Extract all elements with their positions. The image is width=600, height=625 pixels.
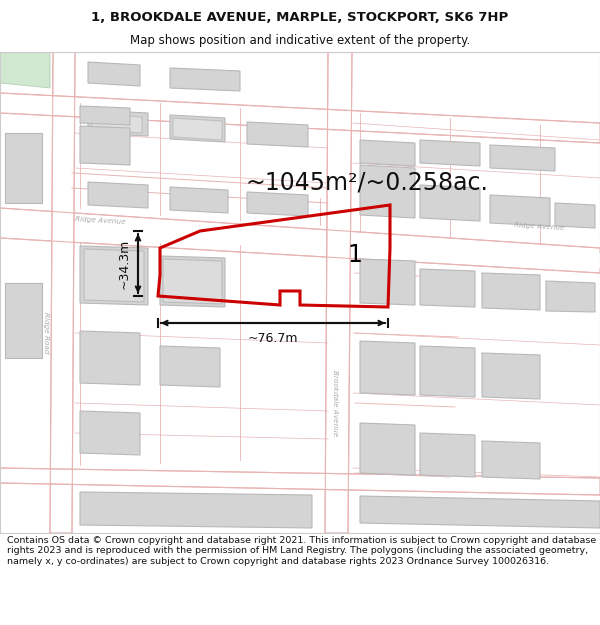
Polygon shape (420, 140, 480, 166)
Polygon shape (0, 208, 600, 273)
Polygon shape (170, 115, 225, 142)
Polygon shape (555, 203, 595, 228)
Polygon shape (482, 441, 540, 479)
Polygon shape (0, 52, 50, 88)
Polygon shape (80, 331, 140, 385)
Polygon shape (360, 259, 415, 305)
Polygon shape (325, 52, 352, 533)
Polygon shape (80, 246, 148, 305)
Polygon shape (5, 283, 42, 358)
Polygon shape (92, 114, 142, 133)
Polygon shape (360, 496, 600, 528)
Polygon shape (80, 106, 130, 125)
Polygon shape (84, 249, 144, 302)
Text: Ridge Avenue: Ridge Avenue (75, 216, 126, 225)
Polygon shape (80, 126, 130, 165)
Polygon shape (170, 68, 240, 91)
Text: Ridge Road: Ridge Road (43, 312, 49, 354)
Text: ~34.3m: ~34.3m (118, 238, 131, 289)
Polygon shape (420, 433, 475, 477)
Polygon shape (160, 256, 225, 307)
Polygon shape (80, 411, 140, 455)
Polygon shape (490, 145, 555, 171)
Polygon shape (482, 353, 540, 399)
Polygon shape (420, 346, 475, 397)
Polygon shape (0, 93, 600, 143)
Polygon shape (0, 468, 600, 495)
Polygon shape (170, 187, 228, 213)
Text: ~1045m²/~0.258ac.: ~1045m²/~0.258ac. (245, 171, 488, 195)
Polygon shape (247, 122, 308, 147)
Polygon shape (88, 62, 140, 86)
Polygon shape (247, 192, 308, 216)
Text: Contains OS data © Crown copyright and database right 2021. This information is : Contains OS data © Crown copyright and d… (7, 536, 596, 566)
Polygon shape (482, 273, 540, 310)
Polygon shape (546, 281, 595, 312)
Polygon shape (160, 346, 220, 387)
Text: 1, BROOKDALE AVENUE, MARPLE, STOCKPORT, SK6 7HP: 1, BROOKDALE AVENUE, MARPLE, STOCKPORT, … (91, 11, 509, 24)
Polygon shape (360, 140, 415, 166)
Polygon shape (173, 118, 222, 140)
Text: Brookdale Avenue: Brookdale Avenue (332, 370, 338, 436)
Polygon shape (88, 110, 148, 136)
Polygon shape (88, 182, 148, 208)
Polygon shape (490, 195, 550, 226)
Polygon shape (80, 492, 312, 528)
Text: Ridge Avenue: Ridge Avenue (514, 222, 565, 231)
Text: Map shows position and indicative extent of the property.: Map shows position and indicative extent… (130, 34, 470, 47)
Polygon shape (163, 259, 222, 304)
Polygon shape (360, 341, 415, 395)
Polygon shape (0, 215, 600, 268)
Polygon shape (5, 133, 42, 203)
Text: 1: 1 (347, 243, 362, 267)
Polygon shape (50, 52, 75, 533)
Polygon shape (420, 185, 480, 221)
Polygon shape (360, 165, 415, 218)
Polygon shape (360, 423, 415, 475)
Text: ~76.7m: ~76.7m (248, 332, 298, 345)
Polygon shape (420, 269, 475, 307)
